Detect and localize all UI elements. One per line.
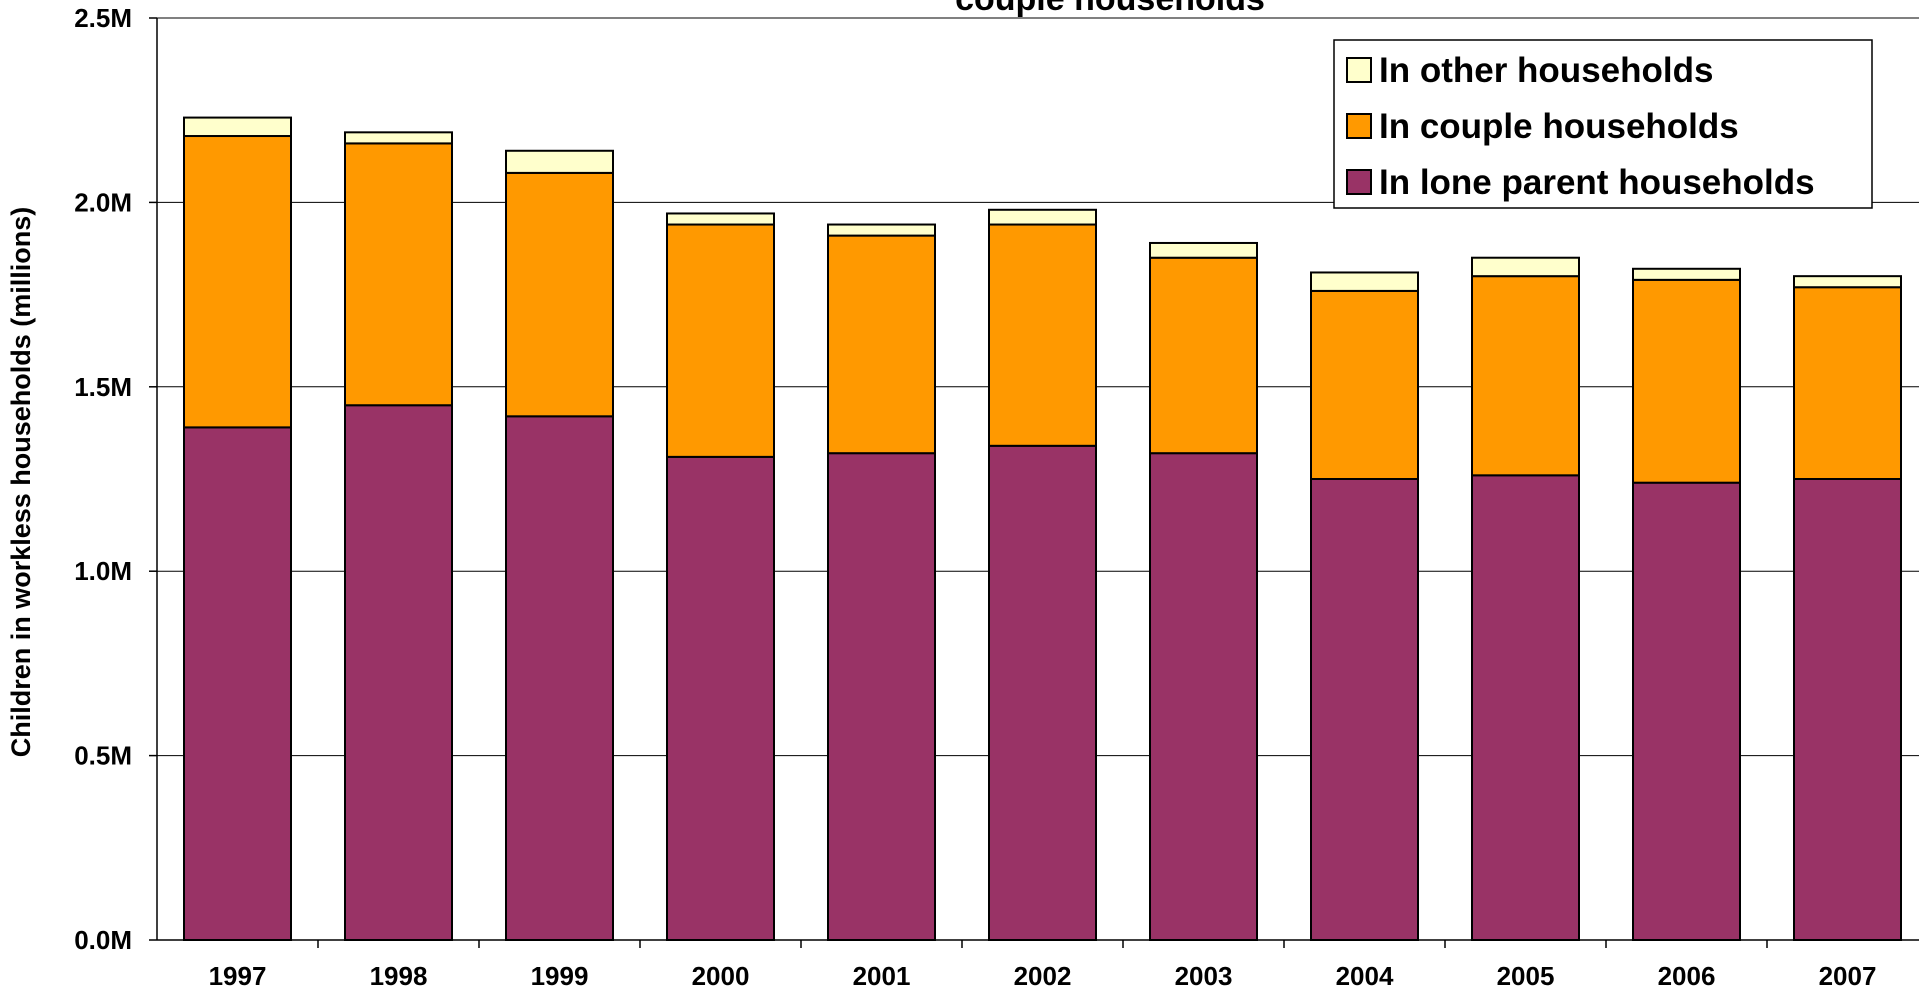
legend-swatch xyxy=(1346,169,1372,195)
bar-in-couple-households-1997 xyxy=(183,135,292,429)
bar-in-other-households-1999 xyxy=(505,149,614,174)
bar-in-couple-households-2005 xyxy=(1471,275,1580,477)
x-tick-label: 1999 xyxy=(531,961,589,991)
bar-in-other-households-1997 xyxy=(183,116,292,138)
y-tick-label: 0.5M xyxy=(74,741,132,771)
bars xyxy=(183,116,1902,942)
bar-in-couple-households-2006 xyxy=(1632,278,1741,484)
bar-in-couple-households-2002 xyxy=(988,223,1097,447)
bar-in-lone-parent-households-1997 xyxy=(183,426,292,942)
bar-in-other-households-2005 xyxy=(1471,256,1580,278)
y-tick-label: 1.0M xyxy=(74,556,132,586)
bar-in-lone-parent-households-2003 xyxy=(1149,452,1258,941)
bar-in-lone-parent-households-2006 xyxy=(1632,481,1741,941)
legend: In other households In couple households I… xyxy=(1333,39,1873,209)
bar-in-lone-parent-households-2004 xyxy=(1310,478,1419,941)
bar-in-other-households-2001 xyxy=(827,223,936,237)
bar-in-other-households-2002 xyxy=(988,208,1097,226)
x-tick-label: 1998 xyxy=(370,961,428,991)
x-tick-label: 2002 xyxy=(1014,961,1072,991)
bar-in-lone-parent-households-2002 xyxy=(988,444,1097,941)
x-tick-label: 2003 xyxy=(1175,961,1233,991)
bar-in-lone-parent-households-2005 xyxy=(1471,474,1580,941)
x-tick-labels: 1997 1998 1999 2000 2001 2002 2003 2004 2005 2006… xyxy=(209,961,1877,991)
y-tick-label: 1.5M xyxy=(74,372,132,402)
y-tick-label: 2.5M xyxy=(74,3,132,33)
bar-in-couple-households-2007 xyxy=(1793,286,1902,480)
bar-in-other-households-2007 xyxy=(1793,275,1902,289)
bar-in-couple-households-2001 xyxy=(827,234,936,455)
bar-in-lone-parent-households-1998 xyxy=(344,404,453,941)
legend-box xyxy=(1333,39,1873,209)
bar-in-other-households-1998 xyxy=(344,131,453,145)
bar-in-lone-parent-households-2007 xyxy=(1793,478,1902,941)
y-tick-label: 2.0M xyxy=(74,187,132,217)
x-tick-label: 2006 xyxy=(1658,961,1716,991)
x-tick-label: 2001 xyxy=(853,961,911,991)
x-tick-label: 2000 xyxy=(692,961,750,991)
bar-in-couple-households-1999 xyxy=(505,171,614,418)
x-tick-label: 2004 xyxy=(1336,961,1394,991)
bar-in-couple-households-2004 xyxy=(1310,289,1419,480)
x-tick-label: 1997 xyxy=(209,961,267,991)
axes xyxy=(156,18,1919,948)
x-tick-label: 2005 xyxy=(1497,961,1555,991)
legend-label: In couple households xyxy=(1379,107,1739,146)
bar-in-lone-parent-households-2000 xyxy=(666,455,775,941)
legend-label: In other households xyxy=(1379,51,1713,90)
x-tick-label: 2007 xyxy=(1819,961,1877,991)
legend-label: In lone parent households xyxy=(1379,163,1815,202)
y-axis-title: Children in workless households (million… xyxy=(6,207,36,758)
legend-swatch xyxy=(1346,113,1372,139)
bar-in-couple-households-1998 xyxy=(344,142,453,407)
bar-in-couple-households-2003 xyxy=(1149,256,1258,455)
y-tick-label: 0.0M xyxy=(74,925,132,955)
bar-in-other-households-2004 xyxy=(1310,271,1419,292)
legend-swatch xyxy=(1346,57,1372,83)
bar-in-lone-parent-households-1999 xyxy=(505,415,614,941)
bar-in-other-households-2006 xyxy=(1632,267,1741,281)
chart-title: couple households xyxy=(955,0,1265,18)
y-tick-labels: 0.0M 0.5M 1.0M 1.5M 2.0M 2.5M xyxy=(74,3,132,955)
bar-in-lone-parent-households-2001 xyxy=(827,452,936,941)
bar-in-other-households-2000 xyxy=(666,212,775,226)
bar-in-couple-households-2000 xyxy=(666,223,775,458)
bar-in-other-households-2003 xyxy=(1149,241,1258,259)
